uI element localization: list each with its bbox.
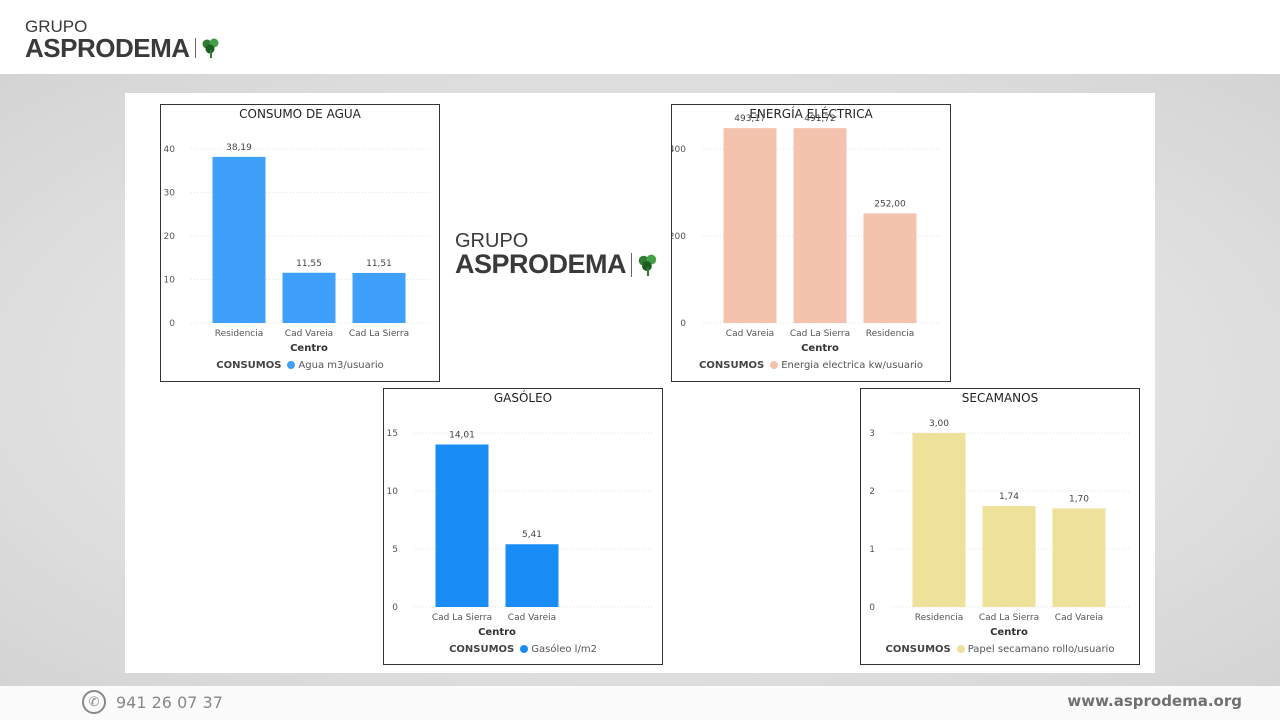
- footer-website: www.asprodema.org: [1067, 692, 1242, 710]
- chart-plot: 0 5 10 15 14,01 Cad La Sierra 5,41 Cad Vareia Ce…: [387, 429, 654, 638]
- phone-icon: ✆: [82, 690, 106, 714]
- center-logo-line2: ASPRODEMA: [455, 249, 627, 279]
- y-tick-label: 10: [164, 276, 176, 286]
- x-tick-label: Cad La Sierra: [790, 329, 850, 339]
- data-label: 1,70: [1069, 494, 1089, 504]
- data-label: 3,00: [929, 419, 949, 429]
- legend-series-name: Agua m3/usuario: [298, 360, 384, 371]
- y-tick-label: 0: [869, 603, 875, 613]
- y-tick-label: 10: [387, 487, 399, 497]
- y-tick-label: 400: [672, 145, 686, 155]
- bar: [435, 444, 489, 607]
- x-tick-label: Cad Vareia: [285, 329, 333, 339]
- leaf-icon: [202, 38, 219, 58]
- data-label: 38,19: [226, 143, 252, 153]
- logo-line2: ASPRODEMA: [25, 33, 190, 63]
- chart-panel-secamanos: SECAMANOS 0 1 2 3 3,00 Residencia 1,74 Cad La S…: [860, 388, 1140, 665]
- chart-title: ENERGÍA ELÉCTRICA: [749, 107, 873, 121]
- data-label: 1,74: [999, 492, 1019, 502]
- data-label: 252,00: [874, 199, 906, 209]
- center-logo-line1: GRUPO: [455, 230, 529, 252]
- x-tick-label: Residencia: [215, 329, 264, 339]
- y-tick-label: 30: [164, 189, 176, 199]
- x-axis-title: Centro: [990, 627, 1028, 638]
- legend-series-name: Energia electrica kw/usuario: [781, 360, 923, 371]
- x-axis-title: Centro: [290, 343, 328, 354]
- x-tick-label: Cad La Sierra: [432, 613, 492, 623]
- x-axis-title: Centro: [478, 627, 516, 638]
- legend-swatch: [520, 645, 529, 653]
- legend-swatch: [770, 361, 779, 369]
- legend-series-name: Gasóleo l/m2: [531, 644, 597, 655]
- report-canvas: GRUPO ASPRODEMA CONSUMO DE AGUA 0 10 20 30 4…: [125, 93, 1155, 673]
- legend-title: CONSUMOS: [449, 644, 515, 655]
- x-tick-label: Residencia: [915, 613, 964, 623]
- chart-title: GASÓLEO: [493, 391, 553, 405]
- y-tick-label: 0: [392, 603, 398, 613]
- logo-divider: [194, 38, 196, 58]
- chart-legend: CONSUMOS Gasóleo l/m2: [384, 644, 662, 655]
- bar: [863, 213, 917, 323]
- chart-plot: 0 10 20 30 40 38,19 Residencia 11,55 Cad Vareia 1…: [164, 143, 431, 354]
- legend-title: CONSUMOS: [885, 644, 951, 655]
- bar: [352, 272, 406, 323]
- y-tick-label: 5: [392, 545, 398, 555]
- data-label: 5,41: [522, 530, 542, 540]
- bar: [1052, 508, 1106, 607]
- footer-bar: [0, 686, 1280, 720]
- phone-number: 941 26 07 37: [116, 692, 223, 712]
- chart-panel-electrica: ENERGÍA ELÉCTRICA 0 200 400 493,17 Cad Varei…: [671, 104, 951, 382]
- y-tick-label: 40: [164, 145, 176, 155]
- legend-title: CONSUMOS: [216, 360, 282, 371]
- legend-swatch: [287, 361, 296, 369]
- y-tick-label: 15: [387, 429, 398, 439]
- data-label: 11,51: [366, 259, 392, 269]
- data-label: 14,01: [449, 430, 475, 440]
- y-tick-label: 2: [869, 487, 875, 497]
- x-tick-label: Residencia: [866, 329, 915, 339]
- chart-legend: CONSUMOS Energia electrica kw/usuario: [672, 360, 950, 371]
- y-tick-label: 3: [869, 429, 875, 439]
- bar: [912, 433, 966, 607]
- logo-line1: GRUPO: [25, 17, 88, 36]
- chart-panel-agua: CONSUMO DE AGUA 0 10 20 30 40 38,19 Residencia…: [160, 104, 440, 382]
- chart-legend: CONSUMOS Agua m3/usuario: [161, 360, 439, 371]
- y-tick-label: 200: [672, 232, 686, 242]
- chart-plot: 0 200 400 493,17 Cad Vareia 491,72 Cad La Sier…: [672, 114, 942, 354]
- legend-series-name: Papel secamano rollo/usuario: [967, 644, 1115, 655]
- y-tick-label: 0: [680, 319, 686, 329]
- chart-plot: 0 1 2 3 3,00 Residencia 1,74 Cad La Sierra 1,70 C…: [869, 419, 1131, 638]
- bar: [505, 544, 559, 607]
- bar: [982, 506, 1036, 607]
- legend-swatch: [956, 645, 965, 653]
- footer-phone: ✆ 941 26 07 37: [82, 690, 223, 714]
- y-tick-label: 0: [169, 319, 175, 329]
- chart-title: SECAMANOS: [961, 391, 1039, 405]
- center-logo: GRUPO ASPRODEMA: [455, 231, 659, 278]
- y-tick-label: 20: [164, 232, 176, 242]
- chart-title: CONSUMO DE AGUA: [239, 107, 361, 121]
- bar: [793, 128, 847, 323]
- x-tick-label: Cad Vareia: [1055, 613, 1103, 623]
- x-tick-label: Cad Vareia: [508, 613, 556, 623]
- x-tick-label: Cad Vareia: [726, 329, 774, 339]
- x-tick-label: Cad La Sierra: [349, 329, 409, 339]
- data-label: 491,72: [804, 114, 836, 124]
- data-label: 493,17: [734, 114, 766, 124]
- center-logo-divider: [631, 252, 633, 277]
- bar: [212, 156, 266, 323]
- x-axis-title: Centro: [801, 343, 839, 354]
- bar: [282, 272, 336, 323]
- chart-legend: CONSUMOS Papel secamano rollo/usuario: [861, 644, 1139, 655]
- center-leaf-icon: [638, 254, 657, 276]
- bar: [723, 128, 777, 323]
- chart-panel-gasoleo: GASÓLEO 0 5 10 15 14,01 Cad La Sierra 5,41 Cad …: [383, 388, 663, 665]
- y-tick-label: 1: [869, 545, 875, 555]
- legend-title: CONSUMOS: [699, 360, 765, 371]
- header-logo: GRUPO ASPRODEMA: [25, 18, 221, 61]
- x-tick-label: Cad La Sierra: [979, 613, 1039, 623]
- data-label: 11,55: [296, 259, 322, 269]
